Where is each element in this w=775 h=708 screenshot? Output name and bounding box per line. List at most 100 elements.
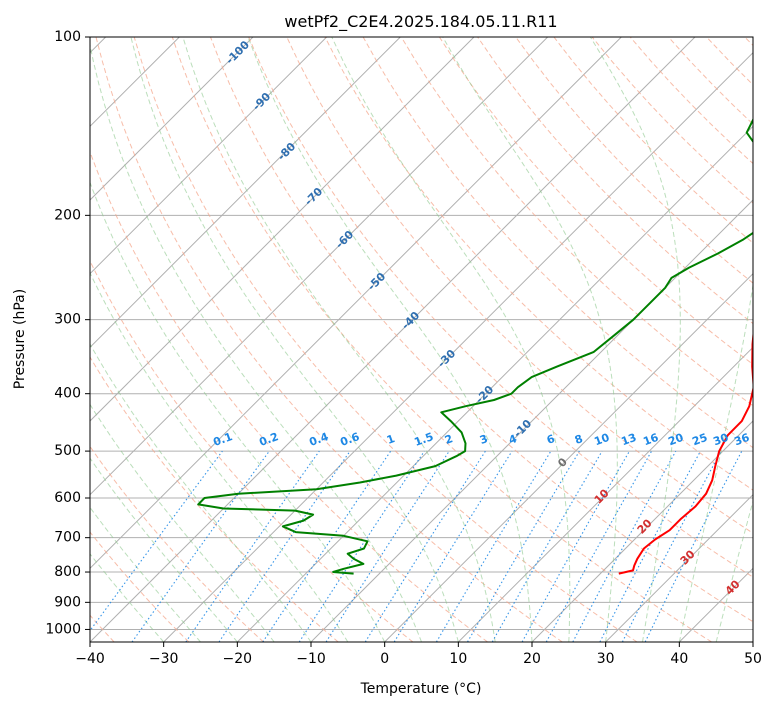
mixing-ratio-label: 10 [592, 431, 611, 449]
mixing-ratio-line [572, 450, 677, 642]
y-tick-label: 900 [54, 594, 81, 610]
isotherm-line [457, 346, 753, 642]
dry-adiabat-label: -80 [275, 140, 298, 163]
dry-adiabat-line [133, 37, 638, 642]
mixing-ratio-label: 20 [666, 431, 685, 449]
x-tick-label: −20 [223, 651, 253, 667]
mixing-ratio-label: 1.5 [412, 430, 435, 449]
mixing-ratio-line [644, 450, 743, 642]
mixing-ratio-line [218, 450, 351, 642]
moist-adiabat-line [90, 342, 312, 642]
dry-adiabat-line [171, 37, 712, 642]
mixing-ratio-label: 13 [619, 431, 638, 448]
isotherm-line [531, 420, 753, 642]
mixing-ratio-line [521, 450, 630, 642]
x-tick-label: 20 [523, 651, 541, 667]
moist-adiabat-line [442, 37, 618, 642]
mixing-ratio-label: 8 [573, 432, 585, 447]
mixing-ratio-line [467, 450, 580, 642]
dry-adiabat-line [706, 37, 753, 86]
mixing-ratio-line [545, 450, 653, 642]
moist-adiabat-label: 10 [592, 486, 612, 506]
moist-adiabat-line [182, 37, 496, 642]
dry-adiabat-line [95, 37, 563, 642]
x-tick-label: 30 [597, 651, 615, 667]
moist-adiabat-line [678, 282, 753, 642]
mixing-ratio-label: 25 [690, 431, 709, 448]
isotherm-line [236, 125, 753, 642]
y-tick-label: 200 [54, 207, 81, 223]
moist-adiabat-line [247, 37, 533, 642]
y-tick-label: 100 [54, 29, 81, 45]
mixing-ratio-line [262, 450, 392, 642]
dry-adiabat-line [438, 37, 753, 366]
dry-adiabat-line [90, 356, 339, 642]
dry-adiabat-line [400, 37, 753, 407]
temperature-profile-line [618, 328, 753, 575]
mixing-ratio-label: 6 [545, 432, 557, 447]
moist-adiabat-line [715, 499, 753, 642]
moist-adiabat-line [90, 403, 275, 642]
isotherm-line [163, 51, 753, 642]
mixing-ratio-label: 0.2 [257, 430, 280, 449]
mixing-ratio-line [435, 450, 552, 642]
x-tick-label: 10 [449, 651, 467, 667]
chart-title: wetPf2_C2E4.2025.184.05.11.R11 [284, 12, 557, 32]
mixing-ratio-label: 0.4 [307, 430, 330, 449]
x-axis-label: Temperature (°C) [360, 681, 482, 697]
moist-adiabat-label: 20 [635, 516, 655, 536]
isotherm-line [605, 493, 753, 642]
moist-adiabat-label: 30 [678, 547, 698, 567]
dry-adiabat-line [90, 150, 488, 642]
dry-adiabat-line [90, 531, 190, 642]
x-tick-label: 0 [380, 651, 389, 667]
isotherm-line [384, 272, 753, 642]
isotherm-line [90, 37, 475, 422]
mixing-ratio-label: 0.1 [211, 430, 234, 449]
dewpoint-profile-line [197, 117, 753, 575]
mixing-ratio-label: 1 [385, 432, 397, 447]
y-axis-label: Pressure (hPa) [12, 289, 28, 389]
moist-adiabat-line [90, 506, 201, 642]
dry-adiabat-line [210, 37, 753, 623]
mixing-ratio-line [599, 450, 701, 642]
mixing-ratio-label: 30 [711, 431, 730, 449]
y-tick-label: 800 [54, 564, 81, 580]
mixing-ratio-label: 0.6 [338, 430, 361, 449]
x-tick-label: 40 [670, 651, 688, 667]
isotherm-line [90, 37, 696, 642]
moist-adiabat-line [90, 457, 238, 642]
mixing-ratio-label: 16 [641, 431, 660, 449]
moist-adiabat-label: 40 [723, 577, 743, 597]
isotherm-line [90, 37, 401, 349]
mixing-ratio-label: 2 [443, 432, 455, 447]
mixing-ratio-line [325, 450, 450, 642]
mixing-ratio-label: 36 [732, 431, 751, 449]
dry-adiabat-line [515, 37, 753, 284]
mixing-ratio-label: 4 [507, 432, 519, 447]
dry-adiabat-line [248, 37, 753, 578]
plot-frame [89, 36, 754, 643]
y-tick-label: 400 [54, 386, 81, 402]
mixing-ratio-label: 3 [478, 432, 490, 447]
moist-adiabat-line [331, 37, 571, 642]
dry-adiabat-line [90, 445, 264, 642]
isotherm-line [90, 37, 622, 570]
isotherm-line [310, 199, 753, 642]
mixing-ratio-line [185, 450, 320, 642]
y-tick-label: 700 [54, 530, 81, 546]
y-tick-label: 1000 [45, 621, 81, 637]
y-tick-label: 300 [54, 312, 81, 328]
isotherm-line [90, 37, 328, 275]
x-tick-label: 50 [744, 651, 762, 667]
dry-adiabat-line [90, 259, 414, 642]
moist-adiabat-line [589, 37, 681, 642]
isotherm-line [90, 37, 254, 201]
mixing-ratio-line [131, 450, 270, 642]
moist-adiabat-line [90, 181, 386, 642]
dry-adiabat-label: 0 [555, 455, 570, 470]
mixing-ratio-line [90, 450, 223, 632]
mixing-ratio-line [298, 450, 425, 642]
mixing-ratio-line [621, 450, 722, 642]
